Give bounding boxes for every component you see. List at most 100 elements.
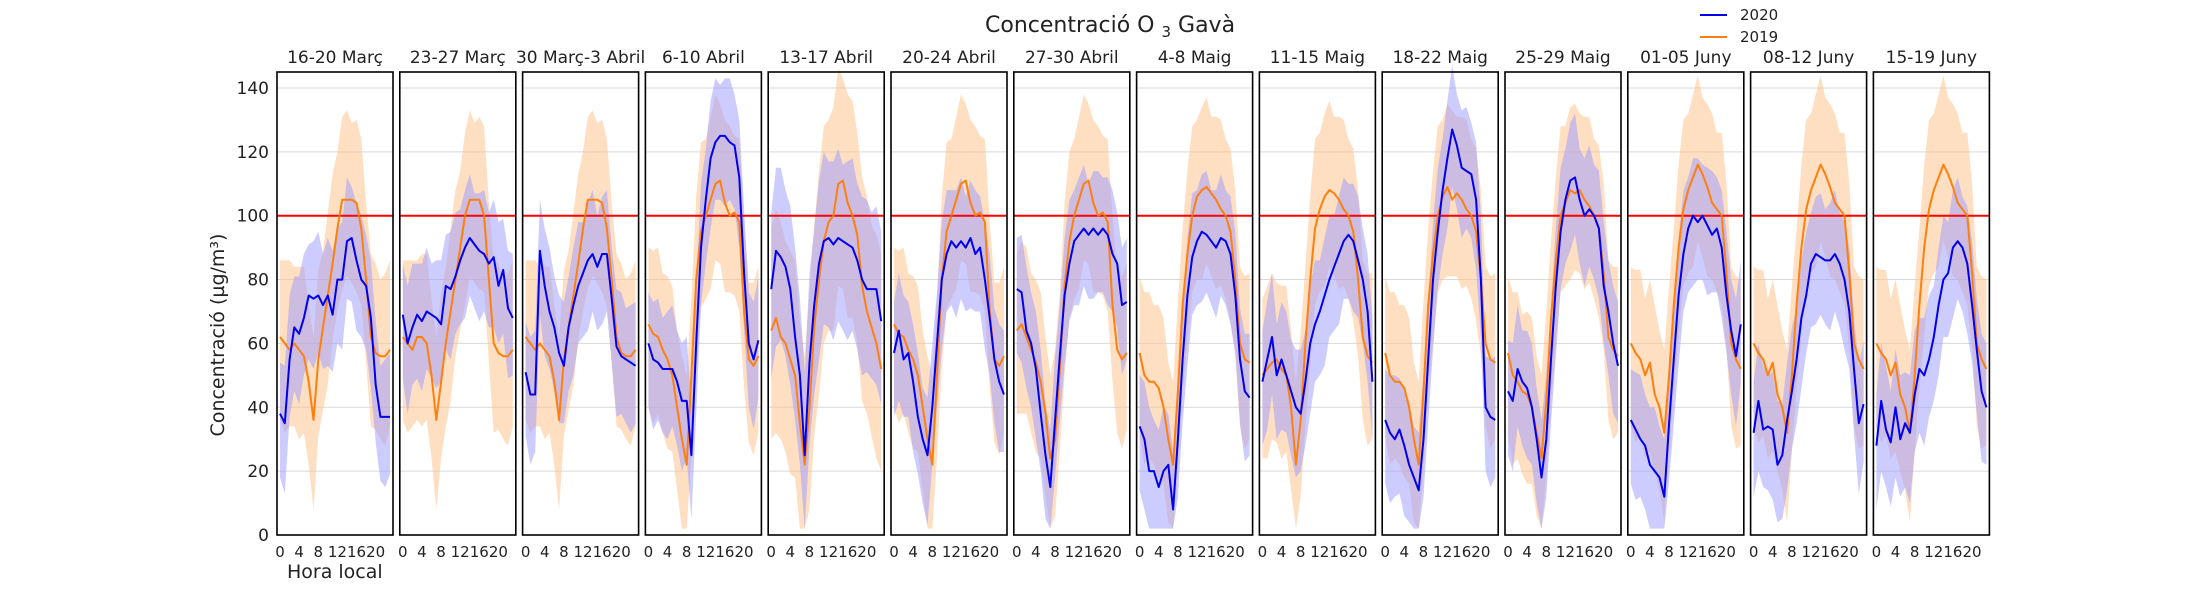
x-tick-label: 0: [398, 543, 408, 561]
x-tick-label: 20: [1103, 543, 1122, 561]
panel-frame: [1012, 71, 1131, 536]
y-tick-label: 140: [237, 79, 269, 99]
panel-frame: [1749, 71, 1868, 536]
panel: 6-10 Abril 0 4 8 12 16 20: [644, 48, 763, 561]
panel-title: 4-8 Maig: [1158, 48, 1232, 68]
band-2020: [894, 177, 1004, 526]
x-tick-label: 20: [1226, 543, 1245, 561]
band-2020: [1385, 65, 1496, 529]
panel-frame: [890, 71, 1008, 536]
x-tick-label: 8: [1664, 543, 1674, 561]
panel-title: 27-30 Abril: [1025, 48, 1119, 68]
series-2020-line: [401, 237, 514, 345]
x-tick-label: 4: [1522, 543, 1532, 561]
x-tick-label: 0: [1380, 543, 1390, 561]
panel-title: 15-19 Juny: [1886, 48, 1977, 68]
series-2020-line: [1261, 233, 1374, 415]
x-tick-label: 8: [313, 543, 323, 561]
series-2020-line: [1016, 227, 1128, 489]
series-2019-line: [401, 198, 514, 421]
x-tick-label: 20: [612, 543, 631, 561]
x-tick-label: 20: [1963, 543, 1982, 561]
panel: 23-27 Març 0 4 8 12 16 20: [398, 48, 517, 561]
x-axis-label: Hora local: [287, 561, 383, 583]
x-tick-label: 16: [470, 543, 489, 561]
series-2019-line: [1629, 163, 1742, 434]
legend-label: 2019: [1740, 28, 1778, 46]
panel: 20-24 Abril 0 4 8 12 16 20: [889, 48, 1008, 561]
band-2019: [648, 94, 759, 529]
series-2019-line: [1875, 163, 1988, 434]
x-tick-label: 0: [766, 543, 776, 561]
x-tick-label: 8: [1541, 543, 1551, 561]
x-tick-label: 16: [1452, 543, 1471, 561]
panel-title: 11-15 Maig: [1270, 48, 1365, 68]
legend: 2020 2019: [1700, 6, 1778, 46]
x-tick-label: 8: [1787, 543, 1797, 561]
x-tick-label: 12: [1310, 543, 1329, 561]
x-tick-label: 20: [1840, 543, 1859, 561]
x-tick-label: 16: [1943, 543, 1962, 561]
panel-frame: [1381, 71, 1499, 536]
x-tick-label: 0: [1135, 543, 1145, 561]
panel-title: 08-12 Juny: [1763, 48, 1854, 68]
x-tick-label: 12: [1679, 543, 1698, 561]
band-2020: [1139, 171, 1250, 529]
series-2019-line: [770, 179, 883, 466]
band-2020: [1753, 190, 1864, 523]
x-tick-label: 16: [1698, 543, 1717, 561]
x-tick-label: 0: [1258, 543, 1268, 561]
x-tick-label: 16: [961, 543, 980, 561]
x-tick-label: 16: [347, 543, 366, 561]
x-tick-label: 12: [819, 543, 838, 561]
y-axis-label: Concentració (µg/m³): [207, 234, 229, 437]
panel-title: 16-20 Març: [287, 48, 383, 68]
series-2020-line: [1138, 230, 1251, 511]
series-2019-line: [524, 198, 637, 421]
x-tick-label: 8: [682, 543, 692, 561]
series-2020-line: [893, 237, 1005, 457]
x-tick-label: 4: [417, 543, 427, 561]
panel: 27-30 Abril 0 4 8 12 16 20: [1012, 48, 1131, 561]
y-tick-label: 80: [247, 271, 269, 291]
panel-title: 23-27 Març: [410, 48, 506, 68]
x-tick-label: 16: [1575, 543, 1594, 561]
panel-title: 18-22 Maig: [1392, 48, 1487, 68]
panel-frame: [398, 71, 517, 536]
panel-title: 25-29 Maig: [1515, 48, 1610, 68]
x-tick-label: 12: [573, 543, 592, 561]
x-tick-label: 4: [1277, 543, 1287, 561]
panel-title: 01-05 Juny: [1640, 48, 1731, 68]
x-tick-label: 12: [451, 543, 470, 561]
x-tick-label: 12: [1801, 543, 1820, 561]
chart-title: Concentració O 3 Gavà: [985, 13, 1235, 43]
panel: 01-05 Juny 0 4 8 12 16 20: [1626, 48, 1745, 561]
x-tick-label: 8: [559, 543, 569, 561]
svg-text:Concentració O 3: Concentració O 3 Gavà: [985, 13, 1235, 43]
x-tick-label: 16: [715, 543, 734, 561]
x-tick-label: 8: [927, 543, 937, 561]
x-tick-label: 4: [294, 543, 304, 561]
x-tick-label: 12: [1433, 543, 1452, 561]
series-2020-line: [1629, 214, 1742, 498]
x-tick-label: 12: [696, 543, 715, 561]
panel-title: 30 Març-3 Abril: [516, 48, 645, 68]
panel-frame: [1258, 71, 1377, 536]
panel-frame: [767, 71, 886, 536]
x-tick-label: 16: [838, 543, 857, 561]
band-2020: [1630, 158, 1741, 529]
legend-label: 2020: [1740, 6, 1778, 24]
y-tick-label: 120: [237, 143, 269, 163]
x-tick-label: 0: [275, 543, 285, 561]
series-2020-line: [770, 237, 883, 457]
x-tick-label: 4: [1400, 543, 1410, 561]
series-2020-line: [647, 134, 760, 457]
x-tick-label: 0: [1749, 543, 1759, 561]
title-subscript: 3: [1161, 23, 1171, 41]
x-tick-label: 0: [1626, 543, 1636, 561]
x-tick-label: 12: [942, 543, 961, 561]
title-tail: Gavà: [1178, 13, 1235, 38]
x-tick-label: 0: [644, 543, 654, 561]
x-tick-label: 0: [1872, 543, 1882, 561]
